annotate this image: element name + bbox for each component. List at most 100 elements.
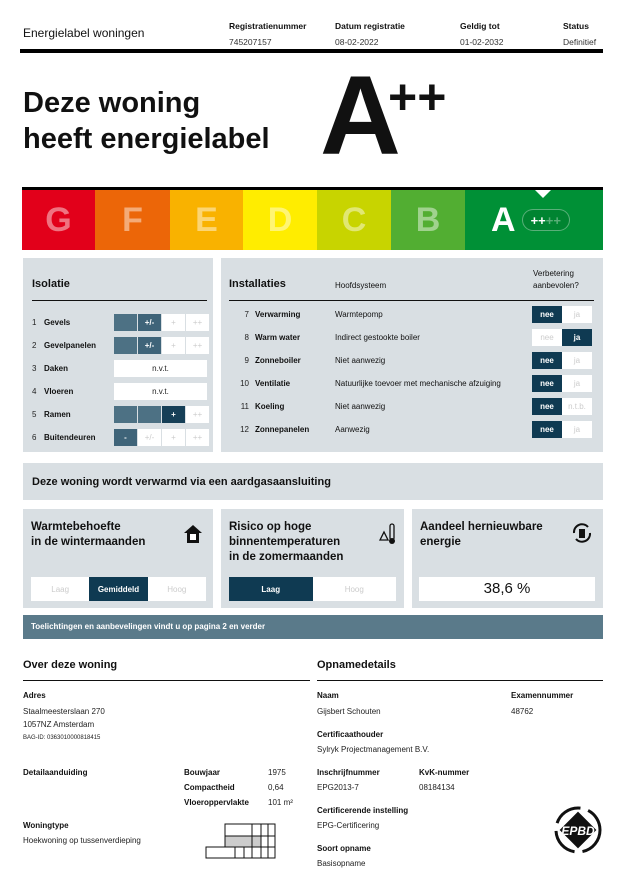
option-ja: ja (562, 421, 592, 438)
t1: Warmtebehoefte (31, 521, 121, 533)
naam-label: Naam (317, 691, 339, 700)
isolatie-row-ramen: 5 Ramen (32, 406, 71, 423)
divider (317, 680, 603, 681)
city: 1057NZ Amsterdam (23, 720, 95, 729)
cert-label: Certificaathouder (317, 730, 384, 739)
energy-class-g: G (22, 190, 95, 250)
energy-class-letter: G (45, 200, 72, 239)
t2: energie (420, 536, 461, 548)
installatie-row-ventilatie: 10 Ventilatie (229, 375, 290, 392)
bouwjaar: 1975 (268, 768, 286, 777)
exam: 48762 (511, 707, 534, 716)
col-system: Hoofdsysteem (335, 281, 387, 290)
svg-text:EPBD: EPBD (561, 824, 595, 838)
street: Staalmeesterslaan 270 (23, 707, 105, 716)
inschr: EPG2013-7 (317, 783, 359, 792)
option-nee: nee (532, 375, 562, 392)
rating-cell: ++ (186, 337, 209, 354)
vloer: 101 m² (268, 798, 293, 807)
option-ja: ja (562, 306, 592, 323)
rating-cell (138, 406, 161, 423)
row-name: Zonnepanelen (255, 425, 310, 434)
row-number: 8 (244, 333, 249, 342)
row-name: Gevelpanelen (44, 341, 97, 350)
isolatie-rating: n.v.t. (114, 383, 208, 400)
exam-label: Examennummer (511, 691, 574, 700)
row-system: Niet aanwezig (335, 402, 386, 411)
thermometer-warning-icon (378, 523, 395, 544)
cert: Sylryk Projectmanagement B.V. (317, 745, 430, 754)
energy-label-plus: ++ (388, 69, 447, 125)
energy-class-f: F (95, 190, 170, 250)
t3: in de zomermaanden (229, 551, 344, 563)
energy-scale: G F E D C B A ++++ (22, 190, 603, 250)
divider (20, 49, 603, 53)
row-number: 4 (32, 387, 37, 396)
option-nee: nee (532, 421, 562, 438)
value: 08-02-2022 (335, 37, 379, 47)
type: Hoekwoning op tussenverdieping (23, 836, 141, 845)
rating-cell: + (162, 314, 185, 331)
winter-scale: Laag Gemiddeld Hoog (31, 577, 206, 601)
divider (32, 300, 207, 301)
rating-cell (114, 337, 137, 354)
installatie-row-koeling: 11 Koeling (229, 398, 285, 415)
rating-value: n.v.t. (114, 383, 207, 400)
installatie-row-warm-water: 8 Warm water (229, 329, 301, 346)
summer-scale: Laag Hoog (229, 577, 396, 601)
building-icon (205, 823, 276, 859)
option-ja: ja (562, 352, 592, 369)
isolatie-rating: n.v.t. (114, 360, 208, 377)
row-number: 9 (244, 356, 249, 365)
isolatie-row-gevels: 1 Gevels (32, 314, 70, 331)
improvement-toggle: nee ja (532, 329, 592, 346)
rating-cell: + (162, 337, 185, 354)
document-title: Energielabel woningen (23, 26, 145, 40)
headline: Deze woning heeft energielabel (23, 85, 270, 157)
kvk-label: KvK-nummer (419, 768, 470, 777)
header-registration: Registratienummer 745207157 (229, 21, 306, 47)
installatie-row-verwarming: 7 Verwarming (229, 306, 301, 323)
kvk: 08184134 (419, 783, 455, 792)
row-name: Verwarming (255, 310, 301, 319)
card-title: Risico op hoge binnentemperaturen in de zo… (229, 520, 343, 565)
rating-cell: - (114, 429, 137, 446)
row-name: Zonneboiler (255, 356, 301, 365)
installatie-row-zonneboiler: 9 Zonneboiler (229, 352, 301, 369)
inst-label: Certificerende instelling (317, 806, 409, 815)
row-system: Indirect gestookte boiler (335, 333, 420, 342)
col-improve: Verbetering aanbevolen? (533, 268, 579, 292)
option-hoog: Hoog (167, 584, 187, 594)
isolatie-row-gevelpanelen: 2 Gevelpanelen (32, 337, 96, 354)
option-gemiddeld: Gemiddeld (89, 577, 148, 601)
card-summer: Risico op hoge binnentemperaturen in de zo… (221, 509, 404, 608)
isolatie-rating: +/- + ++ (114, 337, 210, 354)
renewable-cycle-icon (572, 523, 592, 543)
row-system: Niet aanwezig (335, 356, 386, 365)
row-name: Ramen (44, 410, 71, 419)
info-banner: Toelichtingen en aanbevelingen vindt u o… (23, 615, 603, 639)
t1: Aandeel hernieuwbare (420, 521, 543, 533)
gas-text: Deze woning wordt verwarmd via een aardg… (32, 476, 331, 488)
bouwjaar-label: Bouwjaar (184, 768, 221, 777)
row-number: 7 (244, 310, 249, 319)
energy-class-letter: F (122, 200, 143, 239)
option-n.t.b.: n.t.b. (562, 398, 592, 415)
current-class-marker (535, 190, 551, 198)
isolatie-row-vloeren: 4 Vloeren (32, 383, 73, 400)
row-number: 2 (32, 341, 37, 350)
label: Registratienummer (229, 21, 307, 31)
t2: in de wintermaanden (31, 536, 146, 548)
isolatie-panel: Isolatie 1 Gevels +/- + ++ 2 Gevelpanelen +/- + +… (23, 258, 213, 452)
option-laag: Laag (51, 584, 70, 594)
rating-cell: ++ (186, 429, 209, 446)
value: 745207157 (229, 37, 272, 47)
header-date: Datum registratie 08-02-2022 (335, 21, 405, 47)
adres-label: Adres (23, 691, 46, 700)
soort: Basisopname (317, 859, 366, 868)
naam: Gijsbert Schouten (317, 707, 381, 716)
card-renewable: Aandeel hernieuwbare energie 38,6 % (412, 509, 603, 608)
rating-cell (114, 406, 137, 423)
col-improve-1: Verbetering (533, 269, 574, 278)
row-number: 11 (240, 402, 249, 411)
